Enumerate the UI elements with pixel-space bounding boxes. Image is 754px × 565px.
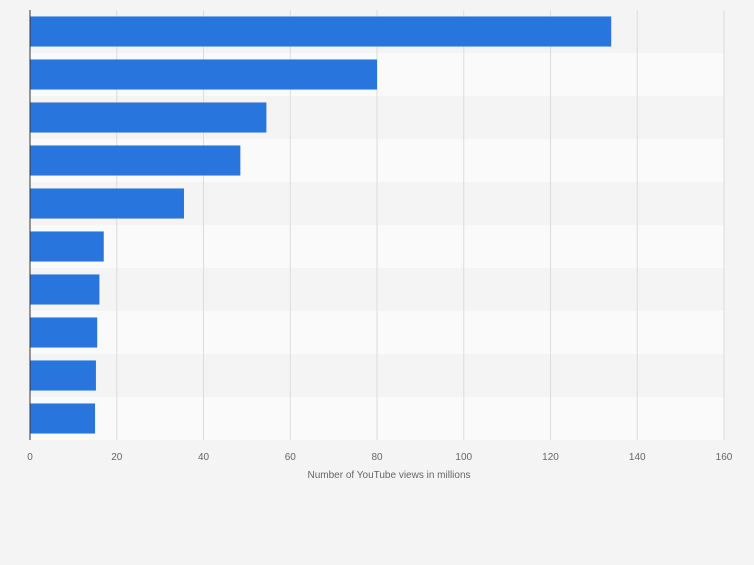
bar[interactable] xyxy=(30,360,96,391)
bar[interactable] xyxy=(30,16,612,47)
bar[interactable] xyxy=(30,231,104,262)
x-axis-ticks: 0 20 40 60 80 100 120 140 160 xyxy=(27,452,733,463)
x-tick-label: 20 xyxy=(111,452,123,463)
x-tick-label: 120 xyxy=(542,452,559,463)
bar[interactable] xyxy=(30,102,267,133)
bar[interactable] xyxy=(30,145,241,176)
bar[interactable] xyxy=(30,403,96,434)
x-tick-label: 60 xyxy=(285,452,297,463)
x-axis-label: Number of YouTube views in millions xyxy=(307,470,470,481)
x-tick-label: 40 xyxy=(198,452,210,463)
x-tick-label: 140 xyxy=(629,452,646,463)
x-tick-label: 0 xyxy=(27,452,33,463)
x-tick-label: 80 xyxy=(371,452,383,463)
bar[interactable] xyxy=(30,274,100,305)
bar[interactable] xyxy=(30,188,184,219)
x-tick-label: 100 xyxy=(455,452,472,463)
bar[interactable] xyxy=(30,59,377,90)
bars xyxy=(30,16,612,434)
bar[interactable] xyxy=(30,317,98,348)
x-tick-label: 160 xyxy=(716,452,733,463)
